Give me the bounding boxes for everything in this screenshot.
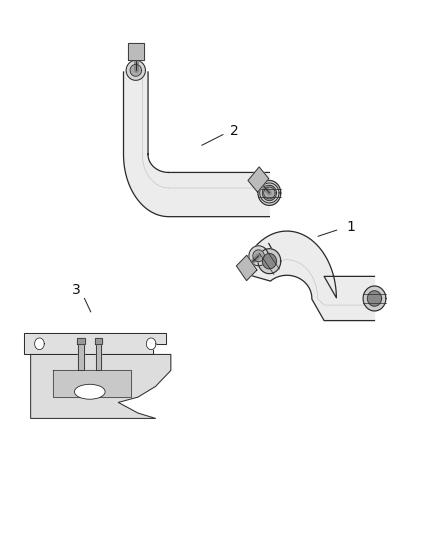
Polygon shape — [258, 249, 281, 273]
Polygon shape — [264, 187, 275, 199]
Polygon shape — [258, 181, 281, 205]
Polygon shape — [77, 338, 85, 344]
Text: 3: 3 — [72, 284, 81, 297]
Polygon shape — [253, 250, 264, 262]
Text: 2: 2 — [230, 124, 239, 138]
Polygon shape — [146, 338, 156, 350]
Polygon shape — [262, 254, 276, 269]
Polygon shape — [249, 246, 268, 266]
Text: 1: 1 — [346, 220, 355, 233]
Polygon shape — [95, 338, 102, 344]
Polygon shape — [262, 185, 276, 200]
Polygon shape — [35, 338, 44, 350]
Polygon shape — [248, 231, 374, 320]
Polygon shape — [363, 286, 386, 311]
Polygon shape — [31, 354, 171, 418]
Polygon shape — [78, 344, 84, 370]
Polygon shape — [248, 167, 269, 192]
Polygon shape — [124, 72, 269, 216]
Polygon shape — [237, 255, 257, 280]
Polygon shape — [367, 291, 381, 306]
Polygon shape — [126, 60, 145, 80]
Polygon shape — [24, 333, 166, 354]
Polygon shape — [260, 183, 279, 203]
Polygon shape — [53, 370, 131, 397]
Polygon shape — [128, 43, 144, 60]
Polygon shape — [130, 64, 141, 76]
Ellipse shape — [74, 384, 105, 399]
Polygon shape — [96, 344, 101, 370]
